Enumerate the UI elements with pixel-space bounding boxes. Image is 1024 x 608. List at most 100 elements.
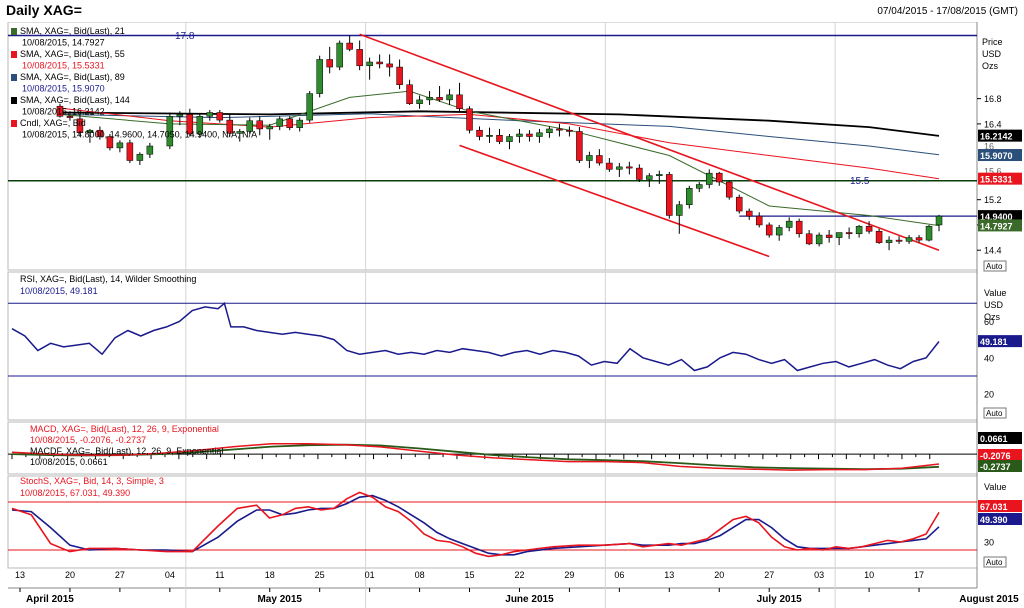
- candle-body-39: [456, 94, 463, 109]
- price-tag-3: 14.9400: [980, 212, 1013, 222]
- candle-body-75: [815, 234, 823, 245]
- auto-button-price: [983, 260, 1007, 272]
- x-month-label-0: April 2015: [26, 594, 74, 605]
- x-day-label-9: 15: [465, 570, 475, 580]
- rsi-axis-title-1: USD: [984, 300, 1004, 310]
- candle-body-12: [186, 114, 194, 135]
- candle-body-22: [286, 118, 293, 128]
- trend-upper-line: [359, 33, 940, 251]
- candle-body-63: [696, 184, 703, 189]
- candle-body-76: [825, 234, 833, 238]
- candle-body-7: [126, 142, 134, 161]
- price-tag-bg-3: [978, 210, 1022, 223]
- price-legend-1: 10/08/2015, 14.7927: [22, 38, 105, 48]
- auto-button-rsi: [983, 407, 1007, 419]
- legends: SMA, XAG=, Bid(Last), 21 10/08/2015, 14.7…: [11, 26, 257, 498]
- x-day-label-6: 25: [315, 570, 325, 580]
- candle-body-46: [526, 133, 533, 137]
- candle-body-59: [656, 174, 663, 176]
- rsi-axis-title-0: Value: [984, 288, 1006, 298]
- price-tick-label-2: 15.2: [984, 195, 1002, 205]
- price-tag-1: 15.9070: [980, 151, 1013, 161]
- price-axis-title-1: USD: [982, 49, 1002, 59]
- x-day-label-17: 10: [864, 570, 874, 580]
- price-faint-tick-1: 16: [984, 141, 994, 151]
- candle-body-52: [586, 155, 593, 161]
- legend-swatch-2: [11, 51, 17, 58]
- price-tick-label-0: 14.4: [984, 246, 1002, 256]
- legend-swatch-0: [11, 28, 17, 35]
- stochastic-panel[interactable]: [8, 491, 977, 558]
- candle-body-45: [516, 133, 523, 137]
- candle-body-2: [76, 118, 84, 133]
- candle-body-62: [686, 188, 693, 205]
- candle-body-79: [855, 225, 863, 235]
- sma-89-line: [59, 113, 940, 156]
- x-day-label-1: 20: [65, 570, 75, 580]
- x-day-label-12: 06: [614, 570, 624, 580]
- price-faint-tick-0: 15.6: [984, 167, 1002, 177]
- candle-body-16: [226, 119, 234, 134]
- candle-body-40: [466, 108, 473, 131]
- stoch-k-line: [11, 491, 940, 558]
- candle-body-21: [276, 118, 283, 127]
- macd-tag-bg-2: [978, 460, 1022, 472]
- rsi-panel[interactable]: [8, 301, 977, 377]
- price-tag-bg-2: [978, 172, 1022, 185]
- price-tag-2: 15.5331: [980, 175, 1013, 185]
- candle-body-49: [556, 128, 563, 131]
- x-day-label-10: 22: [514, 570, 524, 580]
- candle-body-78: [845, 232, 853, 235]
- candle-body-30: [366, 61, 373, 67]
- candle-body-71: [775, 227, 783, 236]
- candle-body-74: [805, 233, 813, 245]
- rsi-tick-0: 60: [984, 317, 994, 327]
- candle-body-85: [915, 237, 923, 241]
- candle-body-80: [865, 225, 873, 232]
- macd-tag-bg-0: [978, 432, 1022, 444]
- candle-body-26: [326, 59, 333, 68]
- macd-legend-2: MACDF, XAG=, Bid(Last), 12, 26, 9, Expon…: [30, 446, 223, 456]
- trend-lower-line: [459, 144, 770, 258]
- stoch-axis-title: Value: [984, 482, 1006, 492]
- candle-body-82: [885, 239, 893, 243]
- candle-body-34: [406, 84, 413, 104]
- candle-body-3: [86, 129, 94, 133]
- candle-body-38: [446, 94, 453, 101]
- x-month-label-3: July 2015: [757, 594, 802, 605]
- candle-body-42: [486, 135, 493, 137]
- price-legend-2: SMA, XAG=, Bid(Last), 55: [20, 49, 125, 59]
- candle-body-43: [496, 135, 503, 142]
- price-legend-8: Cndl, XAG=, Bid: [20, 118, 86, 128]
- candle-body-72: [785, 220, 793, 228]
- resistance-label: 17.8: [175, 31, 195, 42]
- candle-body-81: [875, 231, 883, 243]
- auto-button-stoch: [983, 556, 1007, 568]
- candle-body-4: [96, 129, 104, 137]
- candle-body-36: [426, 97, 433, 101]
- macd-panel[interactable]: [8, 443, 977, 471]
- price-legend-5: 10/08/2015, 15.9070: [22, 84, 105, 94]
- candle-body-14: [206, 112, 214, 117]
- price-legend-3: 10/08/2015, 15.5331: [22, 61, 105, 71]
- axis-labels: PriceUSDOzs14.414.815.216.416.815.61616.…: [15, 37, 1022, 605]
- auto-label-rsi: Auto: [986, 409, 1003, 418]
- chart-canvas[interactable]: 17.815.5 PriceUSDOzs14.414.815.216.416.8…: [0, 22, 1024, 608]
- candle-body-48: [546, 128, 553, 133]
- candle-body-5: [106, 136, 114, 149]
- candle-body-18: [246, 120, 254, 132]
- x-day-label-5: 18: [265, 570, 275, 580]
- stoch-tag-bg-1: [978, 513, 1022, 525]
- candle-body-0: [56, 105, 64, 117]
- candle-body-44: [506, 136, 513, 142]
- rsi-legend-0: RSI, XAG=, Bid(Last), 14, Wilder Smoothi…: [20, 274, 196, 284]
- auto-label-stoch: Auto: [986, 558, 1003, 567]
- candle-body-19: [256, 120, 263, 130]
- rsi-tag: 49.181: [980, 337, 1008, 347]
- x-day-label-15: 27: [764, 570, 774, 580]
- candle-body-67: [735, 196, 743, 212]
- candle-body-83: [895, 239, 903, 242]
- price-panel[interactable]: 17.8 15.5: [8, 31, 977, 258]
- candle-body-31: [376, 61, 383, 65]
- candle-body-69: [755, 215, 763, 226]
